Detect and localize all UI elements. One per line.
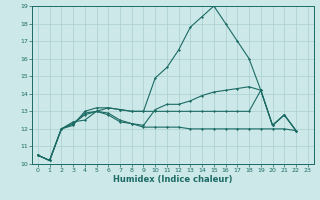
X-axis label: Humidex (Indice chaleur): Humidex (Indice chaleur) xyxy=(113,175,233,184)
